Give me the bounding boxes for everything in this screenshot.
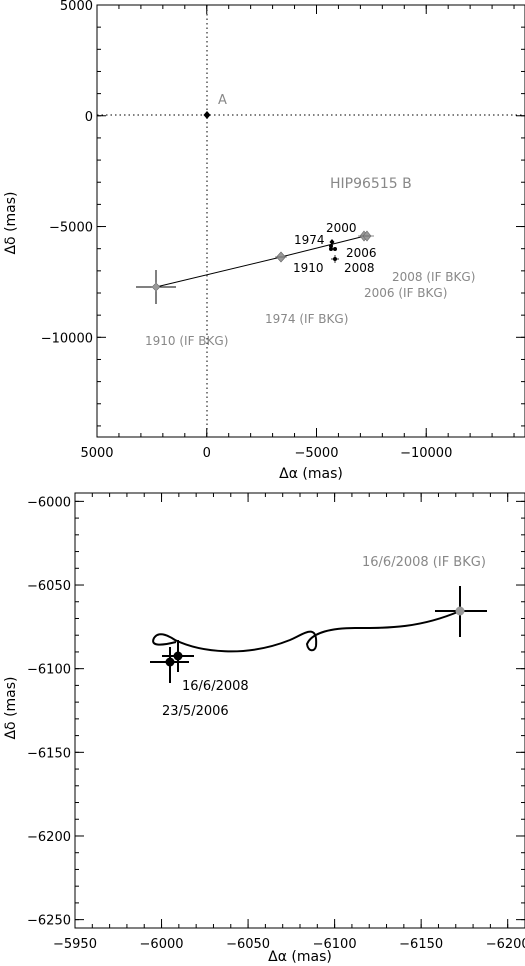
top-y-tick-label: 0 [85, 110, 93, 125]
bottom-label-2006: 23/5/2006 [162, 704, 229, 719]
top-point-2006 [333, 247, 337, 251]
top-label-2000: 2000 [326, 221, 357, 235]
top-xlabel: Δα (mas) [279, 466, 343, 482]
bottom-y-tick-label: −6000 [27, 495, 71, 510]
bottom-panel: −5950 −6000 −6050 −6100 −6150 −6200 −6000 −6050… [3, 492, 525, 965]
bottom-label-bkg: 16/6/2008 (IF BKG) [362, 555, 486, 570]
top-y-tick-label: −10000 [41, 331, 93, 346]
top-x-tick-label: −10000 [400, 446, 452, 461]
top-x-tick-label: 0 [203, 446, 211, 461]
bottom-point-2006 [165, 657, 175, 667]
bottom-axes: −5950 −6000 −6050 −6100 −6150 −6200 −6000 −6050… [27, 493, 525, 952]
bottom-y-tick-label: −6050 [27, 579, 71, 594]
top-label-2006-bkg: 2006 (IF BKG) [364, 286, 447, 300]
bottom-xlabel: Δα (mas) [268, 949, 332, 965]
bottom-ylabel: Δδ (mas) [3, 676, 19, 739]
bottom-y-tick-label: −6200 [27, 830, 71, 845]
hip96515b-label: HIP96515 B [330, 176, 412, 192]
star-a-label: A [218, 93, 227, 108]
top-point-2000 [329, 239, 335, 245]
star-a-marker [203, 111, 211, 119]
bottom-x-tick-label: −6000 [140, 937, 184, 952]
top-label-1910: 1910 [293, 261, 324, 275]
top-y-tick-label: 5000 [60, 0, 93, 14]
top-axes: 5000 0 −5000 −10000 5000 0 −5000 −10000 [41, 0, 525, 461]
top-ylabel: Δδ (mas) [3, 191, 19, 254]
bottom-point-bkg [455, 606, 465, 616]
top-trajectory-line [155, 235, 366, 288]
bottom-x-tick-label: −6050 [226, 937, 270, 952]
top-panel: 5000 0 −5000 −10000 5000 0 −5000 −10000 A HIP96… [3, 0, 525, 482]
top-label-2008-bkg: 2008 (IF BKG) [392, 270, 475, 284]
bottom-x-tick-label: −5950 [53, 937, 97, 952]
top-plot-frame [96, 4, 525, 438]
top-label-1974: 1974 [294, 233, 325, 247]
top-label-2006: 2006 [346, 246, 377, 260]
top-x-tick-label: 5000 [80, 446, 113, 461]
top-x-tick-label: −5000 [294, 446, 338, 461]
bottom-y-tick-label: −6150 [27, 746, 71, 761]
top-bkg-marker-2008 [358, 230, 374, 242]
bottom-y-tick-label: −6100 [27, 663, 71, 678]
bottom-trajectory-curve [152, 610, 461, 653]
bottom-x-tick-label: −6150 [399, 937, 443, 952]
top-bkg-marker-1974 [275, 251, 287, 263]
top-point-1974 [329, 244, 333, 248]
bottom-x-tick-label: −6100 [313, 937, 357, 952]
bottom-label-2008: 16/6/2008 [182, 679, 249, 694]
top-label-1974-bkg: 1974 (IF BKG) [265, 312, 348, 326]
top-label-1910-bkg: 1910 (IF BKG) [145, 334, 228, 348]
top-bkg-marker-1910 [151, 282, 161, 292]
top-point-2008 [331, 255, 339, 263]
bottom-point-2008 [173, 651, 183, 661]
top-point-1910 [329, 247, 333, 251]
bottom-y-tick-label: −6250 [27, 914, 71, 929]
top-label-2008: 2008 [344, 261, 375, 275]
bottom-x-tick-label: −6200 [486, 937, 525, 952]
top-y-tick-label: −5000 [49, 221, 93, 236]
